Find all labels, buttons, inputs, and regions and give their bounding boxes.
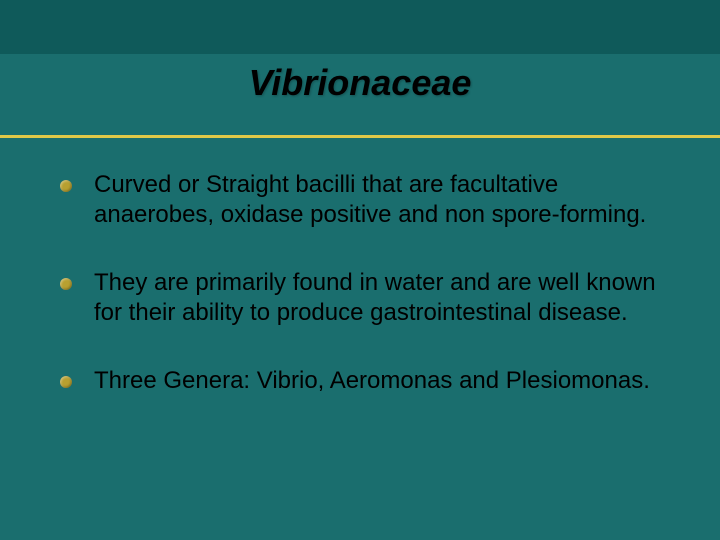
bullet-text: They are primarily found in water and ar… <box>94 268 670 328</box>
bullet-icon <box>60 278 72 290</box>
bullet-icon <box>60 376 72 388</box>
content-area: Curved or Straight bacilli that are facu… <box>60 170 670 434</box>
bullet-icon <box>60 180 72 192</box>
bullet-text: Curved or Straight bacilli that are facu… <box>94 170 670 230</box>
slide-title: Vibrionaceae <box>0 62 720 104</box>
top-band <box>0 0 720 54</box>
list-item: Curved or Straight bacilli that are facu… <box>60 170 670 230</box>
bullet-text: Three Genera: Vibrio, Aeromonas and Ples… <box>94 366 650 396</box>
slide: Vibrionaceae Curved or Straight bacilli … <box>0 0 720 540</box>
divider-line <box>0 135 720 138</box>
list-item: They are primarily found in water and ar… <box>60 268 670 328</box>
list-item: Three Genera: Vibrio, Aeromonas and Ples… <box>60 366 670 396</box>
